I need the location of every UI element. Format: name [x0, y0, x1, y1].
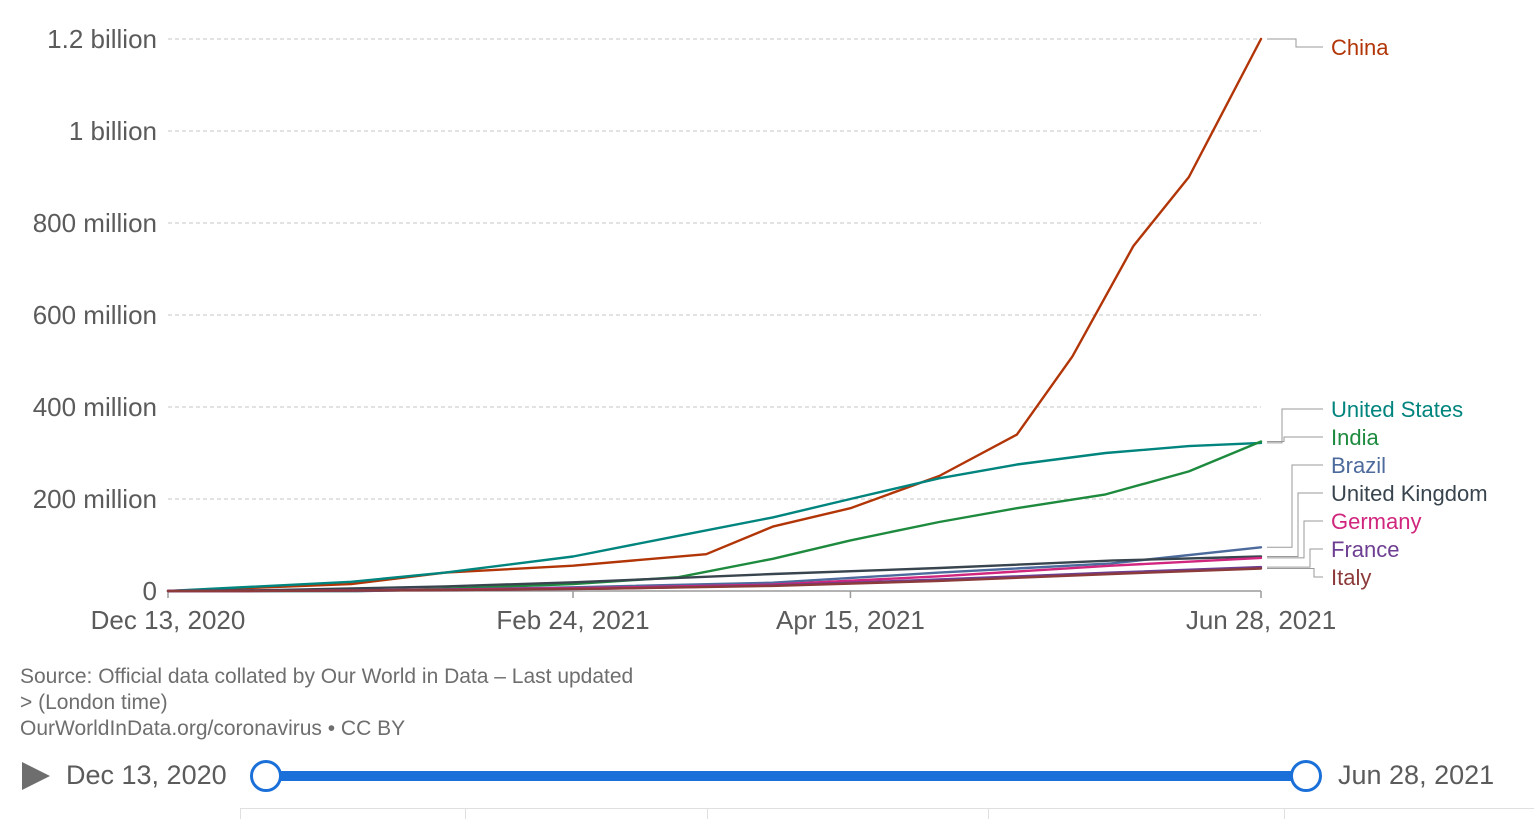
legend-label-brazil[interactable]: Brazil	[1331, 453, 1386, 478]
footer-tab[interactable]	[707, 809, 708, 819]
legend-label-germany[interactable]: Germany	[1331, 509, 1421, 534]
legend-connector	[1267, 568, 1323, 578]
footer-tab[interactable]	[465, 809, 466, 819]
y-tick-label: 600 million	[33, 300, 157, 330]
y-tick-label: 0	[143, 576, 157, 606]
legend-connector	[1267, 548, 1323, 568]
x-axis: Dec 13, 2020 Feb 24, 2021 Apr 15, 2021 Jun …	[91, 590, 1336, 635]
source-note: Source: Official data collated by Our Wo…	[20, 664, 720, 742]
legend: China United States India Brazil United King…	[1267, 35, 1488, 590]
legend-connector	[1267, 408, 1323, 444]
legend-label-france[interactable]: France	[1331, 537, 1399, 562]
legend-connector	[1267, 436, 1323, 442]
legend-connector	[1267, 492, 1323, 557]
play-icon[interactable]	[22, 762, 50, 790]
legend-connector	[1267, 38, 1323, 48]
y-tick-label: 1 billion	[69, 116, 157, 146]
timeline-track[interactable]	[265, 771, 1305, 781]
timeline-end-label: Jun 28, 2021	[1338, 760, 1495, 790]
y-tick-label: 1.2 billion	[47, 24, 157, 54]
y-tick-label: 800 million	[33, 208, 157, 238]
x-tick-label: Jun 28, 2021	[1186, 605, 1336, 635]
footer-tab[interactable]	[240, 809, 241, 819]
series-line-india[interactable]	[166, 440, 1263, 593]
legend-connector	[1267, 520, 1323, 559]
x-tick-label: Feb 24, 2021	[496, 605, 649, 635]
legend-label-united-states[interactable]: United States	[1331, 397, 1463, 422]
legend-connector	[1267, 464, 1323, 548]
timeline-end-handle[interactable]	[1290, 760, 1322, 792]
legend-label-india[interactable]: India	[1331, 425, 1379, 450]
source-line-1: Source: Official data collated by Our Wo…	[20, 665, 634, 688]
footer-tab[interactable]	[988, 809, 989, 819]
legend-label-china[interactable]: China	[1331, 35, 1389, 60]
y-axis: 0 200 million 400 million 600 million 800 mi…	[33, 24, 157, 606]
x-tick-label: Dec 13, 2020	[91, 605, 246, 635]
series-line-united-states[interactable]	[166, 441, 1263, 593]
gridlines	[168, 38, 1261, 500]
timeline-start-handle[interactable]	[250, 760, 282, 792]
timeline-control: Dec 13, 2020 Jun 28, 2021	[0, 752, 1534, 802]
line-chart: 0 200 million 400 million 600 million 800 mi…	[33, 24, 1488, 635]
footer-tab[interactable]	[1284, 809, 1285, 819]
timeline-selected-range	[265, 771, 1305, 781]
y-tick-label: 200 million	[33, 484, 157, 514]
footer-tab-bar	[240, 808, 1534, 819]
legend-label-united-kingdom[interactable]: United Kingdom	[1331, 481, 1488, 506]
timeline-start-label: Dec 13, 2020	[66, 760, 227, 790]
source-line-2: > (London time)	[20, 691, 168, 714]
series-lines	[166, 37, 1263, 593]
source-line-3[interactable]: OurWorldInData.org/coronavirus • CC BY	[20, 717, 406, 740]
x-tick-label: Apr 15, 2021	[776, 605, 925, 635]
series-line-italy[interactable]	[166, 567, 1263, 593]
legend-label-italy[interactable]: Italy	[1331, 565, 1371, 590]
y-tick-label: 400 million	[33, 392, 157, 422]
